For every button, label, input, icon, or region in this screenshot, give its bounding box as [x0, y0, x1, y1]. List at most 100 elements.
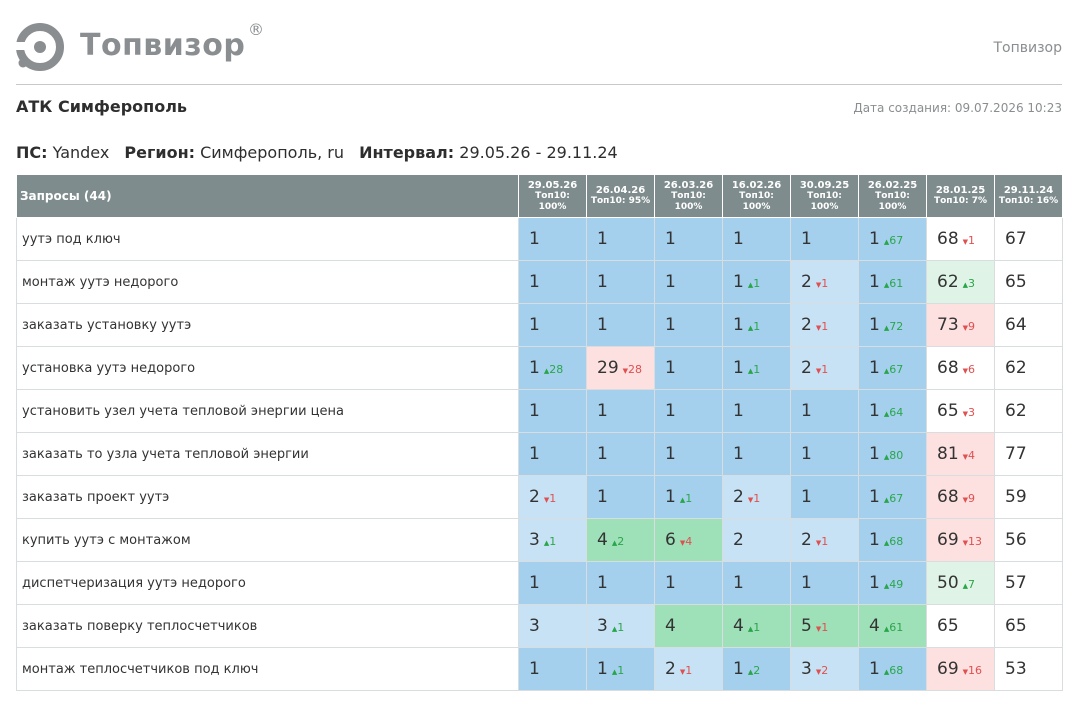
position-cell: 2 ▼1	[518, 475, 587, 519]
position-cell: 1	[654, 260, 723, 304]
arrow-down-icon: ▼	[962, 324, 969, 332]
change-value: 1	[968, 234, 976, 247]
position-cell: 65	[926, 604, 995, 648]
position-cell: 62	[994, 346, 1063, 390]
position-cell: 1	[654, 561, 723, 605]
brand-right-label: Топвизор	[993, 40, 1062, 56]
interval-value: 29.05.26 - 29.11.24	[459, 143, 618, 162]
position-cell: 3 ▼2	[790, 647, 859, 691]
arrow-up-icon: ▲	[883, 281, 890, 289]
change-value: 68	[889, 535, 904, 548]
column-top10-percent: 100%	[878, 201, 907, 212]
column-top10: Топ10:	[535, 190, 570, 201]
column-date: 28.01.25	[935, 185, 986, 196]
position-cell: 1	[654, 389, 723, 433]
change-value: 1	[821, 621, 829, 634]
position-cell: 4 ▲1	[722, 604, 791, 648]
arrow-up-icon: ▲	[883, 367, 890, 375]
header-divider	[16, 84, 1062, 85]
arrow-up-icon: ▲	[543, 539, 550, 547]
position-value: 1	[529, 573, 540, 593]
position-change-up: ▲1	[680, 492, 692, 505]
position-cell: 1	[654, 303, 723, 347]
position-value: 1	[869, 315, 880, 335]
position-value: 2	[801, 530, 812, 550]
column-date: 26.04.26	[595, 185, 646, 196]
query-cell: установить узел учета тепловой энергии ц…	[16, 389, 519, 433]
table-row: заказать проект уутэ 2 ▼1 1 1 ▲1 2 ▼1 1 1 ▲67 68 ▼9 5…	[16, 475, 1063, 519]
position-cell: 1	[586, 260, 655, 304]
arrow-up-icon: ▲	[747, 324, 754, 332]
creation-date: Дата создания: 09.07.2026 10:23	[853, 101, 1062, 115]
position-cell: 62	[994, 389, 1063, 433]
position-cell: 1 ▲61	[858, 260, 927, 304]
position-value: 29	[597, 358, 619, 378]
change-value: 1	[753, 621, 761, 634]
arrow-up-icon: ▲	[611, 668, 618, 676]
position-value: 1	[665, 573, 676, 593]
position-value: 1	[665, 358, 676, 378]
arrow-up-icon: ▲	[543, 367, 550, 375]
arrow-up-icon: ▲	[611, 539, 618, 547]
position-cell: 3	[518, 604, 587, 648]
change-value: 28	[628, 363, 643, 376]
position-cell: 29 ▼28	[586, 346, 655, 390]
position-change-up: ▲61	[884, 277, 903, 290]
position-value: 1	[733, 315, 744, 335]
arrow-up-icon: ▲	[883, 453, 890, 461]
column-top10: Топ10:	[671, 190, 706, 201]
query-cell: заказать поверку теплосчетчиков	[16, 604, 519, 648]
position-change-down: ▼4	[680, 535, 692, 548]
position-change-down: ▼1	[816, 363, 828, 376]
position-value: 1	[801, 573, 812, 593]
arrow-up-icon: ▲	[883, 539, 890, 547]
arrow-up-icon: ▲	[679, 496, 686, 504]
position-value: 1	[665, 487, 676, 507]
arrow-down-icon: ▼	[815, 367, 822, 375]
position-cell: 1	[722, 432, 791, 476]
position-cell: 1	[586, 475, 655, 519]
position-change-up: ▲49	[884, 578, 903, 591]
arrow-down-icon: ▼	[815, 668, 822, 676]
change-value: 3	[968, 277, 976, 290]
position-value: 1	[529, 229, 540, 249]
position-cell: 1	[790, 432, 859, 476]
arrow-down-icon: ▼	[962, 496, 969, 504]
position-cell: 77	[994, 432, 1063, 476]
column-top10: Топ10: 95%	[590, 196, 651, 206]
position-value: 1	[733, 229, 744, 249]
position-cell: 68 ▼6	[926, 346, 995, 390]
position-value: 4	[869, 616, 880, 636]
table-row: заказать поверку теплосчетчиков 3 3 ▲1 4 4 ▲1 5…	[16, 604, 1063, 648]
position-change-up: ▲2	[612, 535, 624, 548]
change-value: 28	[549, 363, 564, 376]
position-cell: 1 ▲1	[722, 260, 791, 304]
position-change-down: ▼1	[816, 320, 828, 333]
arrow-down-icon: ▼	[815, 625, 822, 633]
arrow-down-icon: ▼	[747, 496, 754, 504]
position-cell: 68 ▼9	[926, 475, 995, 519]
position-change-down: ▼1	[816, 621, 828, 634]
position-value: 1	[869, 272, 880, 292]
position-cell: 1	[586, 217, 655, 261]
position-value: 1	[597, 487, 608, 507]
position-cell: 1 ▲67	[858, 346, 927, 390]
arrow-up-icon: ▲	[747, 668, 754, 676]
arrow-up-icon: ▲	[962, 281, 969, 289]
position-cell: 4 ▲2	[586, 518, 655, 562]
arrow-up-icon: ▲	[883, 324, 890, 332]
position-cell: 1 ▲64	[858, 389, 927, 433]
arrow-down-icon: ▼	[543, 496, 550, 504]
position-change-up: ▲1	[748, 320, 760, 333]
position-cell: 1	[790, 475, 859, 519]
change-value: 1	[821, 535, 829, 548]
change-value: 2	[821, 664, 829, 677]
position-value: 69	[937, 659, 959, 679]
position-change-down: ▼16	[963, 664, 982, 677]
date-column-header: 29.11.24 Топ10: 16%	[994, 174, 1063, 218]
arrow-up-icon: ▲	[747, 367, 754, 375]
position-cell: 2	[722, 518, 791, 562]
position-value: 1	[597, 573, 608, 593]
position-value: 1	[733, 358, 744, 378]
column-top10: Топ10: 16%	[998, 196, 1059, 206]
